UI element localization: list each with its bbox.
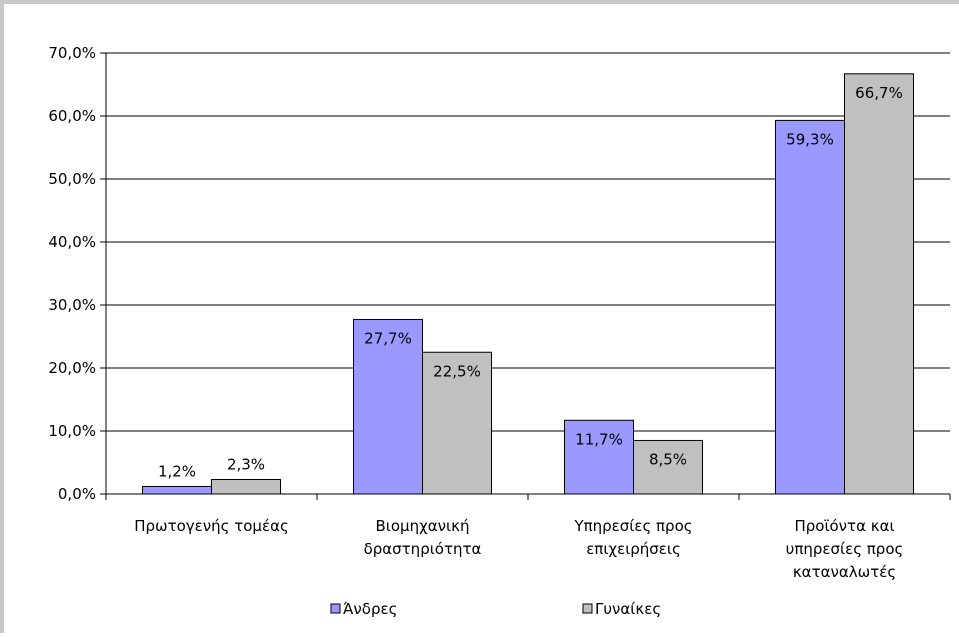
bar (353, 318, 423, 495)
y-tick-label: 10,0% (48, 422, 96, 440)
x-tick-label: Πρωτογενής τομέας (134, 517, 289, 535)
bar (142, 485, 212, 495)
bar (844, 73, 914, 495)
x-tick-label: Βιομηχανική δραστηριότητα (364, 517, 482, 558)
gridlines (106, 52, 950, 432)
legend-swatch (330, 603, 341, 614)
y-tick-label: 60,0% (48, 107, 96, 125)
legend: Άνδρες Γυναίκες (330, 600, 661, 618)
bar-chart: 0,0% 10,0% 20,0% 30,0% 40,0% 50,0% 60,0% 70,0% Π… (48, 44, 951, 618)
legend-label: Άνδρες (343, 600, 397, 618)
y-tick-label: 70,0% (48, 44, 96, 62)
data-label: 27,7% (364, 329, 412, 347)
data-label: 1,2% (158, 462, 196, 480)
data-label: 8,5% (649, 450, 687, 468)
y-tick-label: 20,0% (48, 359, 96, 377)
y-tick-label: 30,0% (48, 296, 96, 314)
y-tick-label: 50,0% (48, 170, 96, 188)
x-tick-label: Προϊόντα και υπηρεσίες προς καταναλωτές (786, 517, 904, 581)
data-label: 66,7% (855, 84, 903, 102)
data-labels: 1,2% 2,3% 27,7% 22,5% 11,7% 8,5% 59,3% 66,7% (158, 84, 903, 481)
x-tick-label: Υπηρεσίες προς επιχειρήσεις (573, 517, 692, 558)
data-label: 11,7% (575, 430, 623, 448)
data-label: 22,5% (433, 362, 481, 380)
y-tick-label: 40,0% (48, 233, 96, 251)
y-tick-label: 0,0% (58, 485, 96, 503)
data-label: 2,3% (227, 456, 265, 474)
bar (422, 351, 492, 495)
legend-label: Γυναίκες (595, 600, 661, 618)
legend-swatch (582, 603, 593, 614)
axes: 0,0% 10,0% 20,0% 30,0% 40,0% 50,0% 60,0% 70,0% Π… (48, 44, 951, 581)
bar (211, 479, 281, 495)
bars (142, 73, 914, 495)
bar (775, 119, 845, 495)
data-label: 59,3% (786, 130, 834, 148)
